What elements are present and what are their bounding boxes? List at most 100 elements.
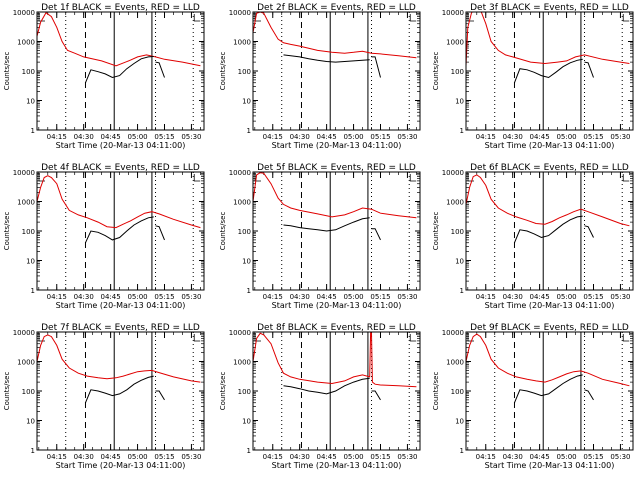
lld-series-line (466, 333, 630, 387)
y-tick-label: 10 (455, 258, 464, 266)
x-tick-label: 05:30 (397, 293, 417, 301)
events-series-line (371, 390, 381, 401)
plot-frame (465, 171, 634, 291)
y-tick-label: 1 (247, 447, 251, 455)
x-tick-label: 05:15 (154, 293, 174, 301)
x-tick-label: 04:30 (74, 133, 94, 141)
corner-bracket (622, 174, 630, 182)
detector-panel: Det 9f BLACK = Events, RED = LLD Counts/s… (432, 323, 634, 470)
corner-bracket (409, 174, 417, 182)
y-tick-label: 10 (242, 418, 251, 426)
y-axis-label: Counts/sec (432, 372, 440, 411)
x-tick-label: 05:30 (397, 133, 417, 141)
y-tick-label: 10000 (13, 169, 35, 177)
plot-area (253, 332, 417, 450)
plot-frame (252, 11, 421, 131)
y-tick-label: 1000 (233, 199, 251, 207)
y-axis-label: Counts/sec (432, 212, 440, 251)
y-tick-label: 1000 (233, 39, 251, 47)
panel-title: Det 3f BLACK = Events, RED = LLD (470, 3, 629, 13)
x-tick-label: 04:45 (101, 453, 121, 461)
y-tick-label: 1000 (446, 199, 464, 207)
plot-area (466, 172, 630, 290)
corner-bracket (254, 334, 261, 342)
x-tick-label: 05:30 (181, 133, 201, 141)
corner-bracket (193, 174, 201, 182)
corner-bracket (622, 14, 630, 22)
detector-panel: Det 8f BLACK = Events, RED = LLD Counts/s… (219, 323, 421, 470)
y-tick-label: 10000 (13, 329, 35, 337)
y-tick-label: 100 (238, 228, 251, 236)
y-tick-label: 10 (26, 98, 35, 106)
events-series-line (584, 61, 594, 78)
corner-bracket (467, 334, 474, 342)
x-tick-label: 04:45 (317, 133, 337, 141)
detector-panel: Det 1f BLACK = Events, RED = LLD Counts/s… (3, 3, 205, 150)
x-tick-label: 04:30 (290, 293, 310, 301)
y-tick-label: 10 (242, 258, 251, 266)
y-tick-label: 10 (26, 258, 35, 266)
x-tick-label: 05:15 (154, 133, 174, 141)
x-tick-label: 04:15 (476, 453, 496, 461)
plot-frame (465, 11, 634, 131)
lld-series-line (37, 12, 201, 67)
x-tick-label: 04:30 (503, 293, 523, 301)
x-tick-label: 04:45 (317, 453, 337, 461)
y-tick-label: 100 (451, 68, 464, 76)
x-axis-label: Start Time (20-Mar-13 04:11:00) (56, 301, 186, 310)
x-tick-label: 05:30 (610, 453, 630, 461)
x-axis-label: Start Time (20-Mar-13 04:11:00) (485, 141, 615, 150)
y-axis-label: Counts/sec (219, 212, 227, 251)
plot-frame (252, 331, 421, 451)
panel-title: Det 6f BLACK = Events, RED = LLD (470, 163, 629, 173)
x-tick-label: 04:15 (476, 293, 496, 301)
y-tick-label: 10000 (229, 329, 251, 337)
detector-panel: Det 3f BLACK = Events, RED = LLD Counts/s… (432, 3, 634, 150)
y-tick-label: 1 (247, 127, 251, 135)
x-tick-label: 04:15 (263, 453, 283, 461)
events-series-line (155, 390, 165, 401)
x-tick-label: 04:15 (47, 293, 67, 301)
y-axis-label: Counts/sec (219, 52, 227, 91)
y-tick-label: 1000 (17, 39, 35, 47)
corner-bracket (38, 14, 45, 22)
events-series-line (514, 374, 583, 403)
x-tick-label: 04:30 (74, 293, 94, 301)
y-tick-label: 1000 (233, 359, 251, 367)
y-axis-label: Counts/sec (3, 372, 11, 411)
plot-area (253, 12, 417, 130)
events-series-line (85, 375, 154, 403)
y-tick-label: 1 (31, 447, 35, 455)
x-axis-label: Start Time (20-Mar-13 04:11:00) (485, 461, 615, 470)
y-tick-label: 1 (247, 287, 251, 295)
y-tick-label: 100 (22, 68, 35, 76)
y-tick-label: 1 (460, 287, 464, 295)
lld-series-line (253, 172, 417, 219)
x-tick-label: 05:00 (343, 133, 363, 141)
x-tick-label: 05:00 (343, 453, 363, 461)
events-series-line (155, 225, 165, 241)
x-axis-label: Start Time (20-Mar-13 04:11:00) (56, 461, 186, 470)
x-axis-label: Start Time (20-Mar-13 04:11:00) (272, 141, 402, 150)
y-tick-label: 10000 (13, 9, 35, 17)
y-tick-label: 100 (451, 228, 464, 236)
plot-area (37, 172, 201, 290)
y-tick-label: 10 (455, 98, 464, 106)
x-tick-label: 05:30 (610, 293, 630, 301)
x-tick-label: 04:15 (47, 453, 67, 461)
y-axis-label: Counts/sec (3, 212, 11, 251)
events-series-line (514, 215, 583, 243)
panel-title: Det 2f BLACK = Events, RED = LLD (257, 3, 416, 13)
plot-area (37, 12, 201, 130)
plot-frame (36, 171, 205, 291)
x-tick-label: 05:30 (397, 453, 417, 461)
panel-title: Det 9f BLACK = Events, RED = LLD (470, 323, 629, 333)
x-tick-label: 05:30 (610, 133, 630, 141)
x-tick-label: 04:30 (290, 133, 310, 141)
x-axis-label: Start Time (20-Mar-13 04:11:00) (56, 141, 186, 150)
x-tick-label: 04:45 (101, 293, 121, 301)
y-tick-label: 10000 (229, 169, 251, 177)
plot-area (37, 332, 201, 450)
events-series-line (85, 216, 154, 243)
y-tick-label: 1 (31, 127, 35, 135)
